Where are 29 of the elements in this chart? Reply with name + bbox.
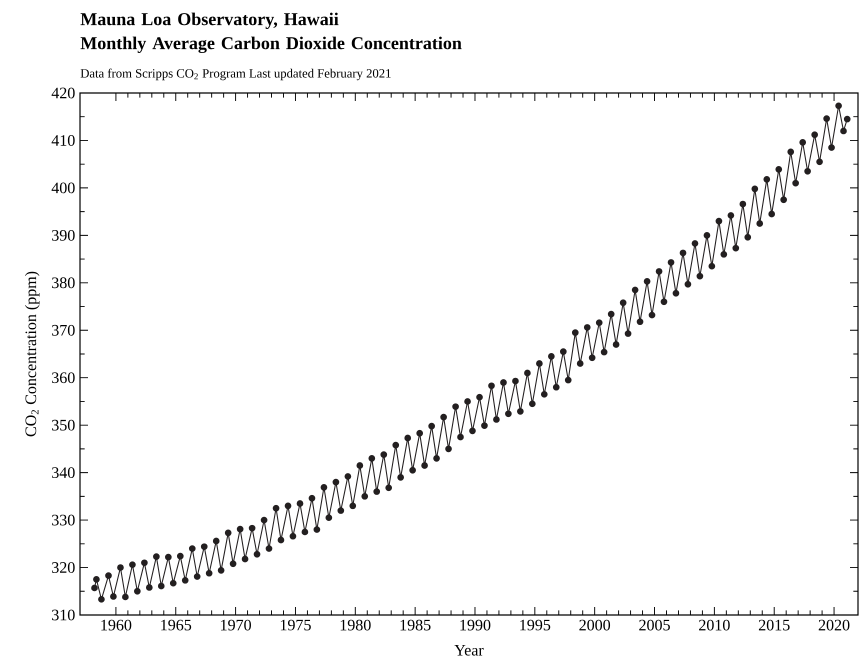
- y-tick-label: 380: [52, 277, 75, 288]
- chart-title: Mauna Loa Observatory, Hawaii Monthly Average Carbon Dioxide Concentration: [80, 12, 462, 54]
- x-tick-label: 1975: [280, 620, 311, 630]
- y-tick-label: 310: [52, 610, 75, 620]
- x-axis-title: Year: [454, 644, 484, 656]
- x-tick-label: 1970: [221, 620, 251, 630]
- x-tick-label: 2015: [758, 620, 790, 630]
- y-axis-title: CO$_{2}$ Concentration (ppm): [24, 272, 40, 436]
- chart-subtitle: Data from Scripps CO$_{2}$ Program Last updated February 2021: [80, 68, 391, 80]
- x-tick-label: 2005: [639, 620, 670, 630]
- x-tick-label: 1960: [101, 620, 132, 630]
- x-tick-label: 1985: [400, 620, 431, 630]
- x-tick-label: 2020: [818, 620, 850, 630]
- x-tick-label: 1965: [161, 620, 192, 630]
- y-tick-label: 330: [52, 514, 75, 526]
- y-tick-label: 390: [52, 230, 75, 241]
- y-tick-label: 360: [52, 372, 75, 384]
- x-tick-label: 1995: [520, 620, 550, 630]
- y-tick-label: 350: [52, 420, 75, 431]
- y-tick-label: 410: [52, 135, 75, 146]
- y-tick-label: 370: [52, 324, 75, 336]
- y-tick-label: 400: [52, 182, 75, 194]
- x-tick-label: 2000: [579, 620, 610, 630]
- y-tick-label: 420: [52, 88, 75, 98]
- y-tick-label: 340: [52, 467, 75, 478]
- y-tick-label: 320: [52, 562, 75, 573]
- x-tick-label: 1990: [460, 620, 490, 630]
- x-tick-label: 1980: [340, 620, 371, 630]
- x-tick-label: 2010: [699, 620, 730, 630]
